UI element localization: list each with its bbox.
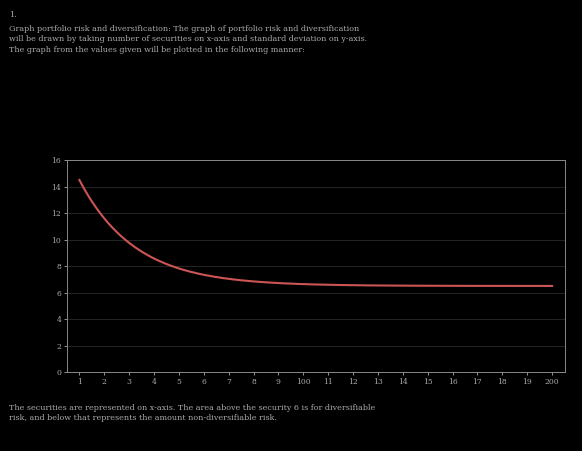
Text: 1.: 1. <box>9 11 16 19</box>
Text: The securities are represented on x-axis. The area above the security 6 is for d: The securities are represented on x-axis… <box>9 404 375 422</box>
Text: Graph portfolio risk and diversification: The graph of portfolio risk and divers: Graph portfolio risk and diversification… <box>9 25 367 54</box>
